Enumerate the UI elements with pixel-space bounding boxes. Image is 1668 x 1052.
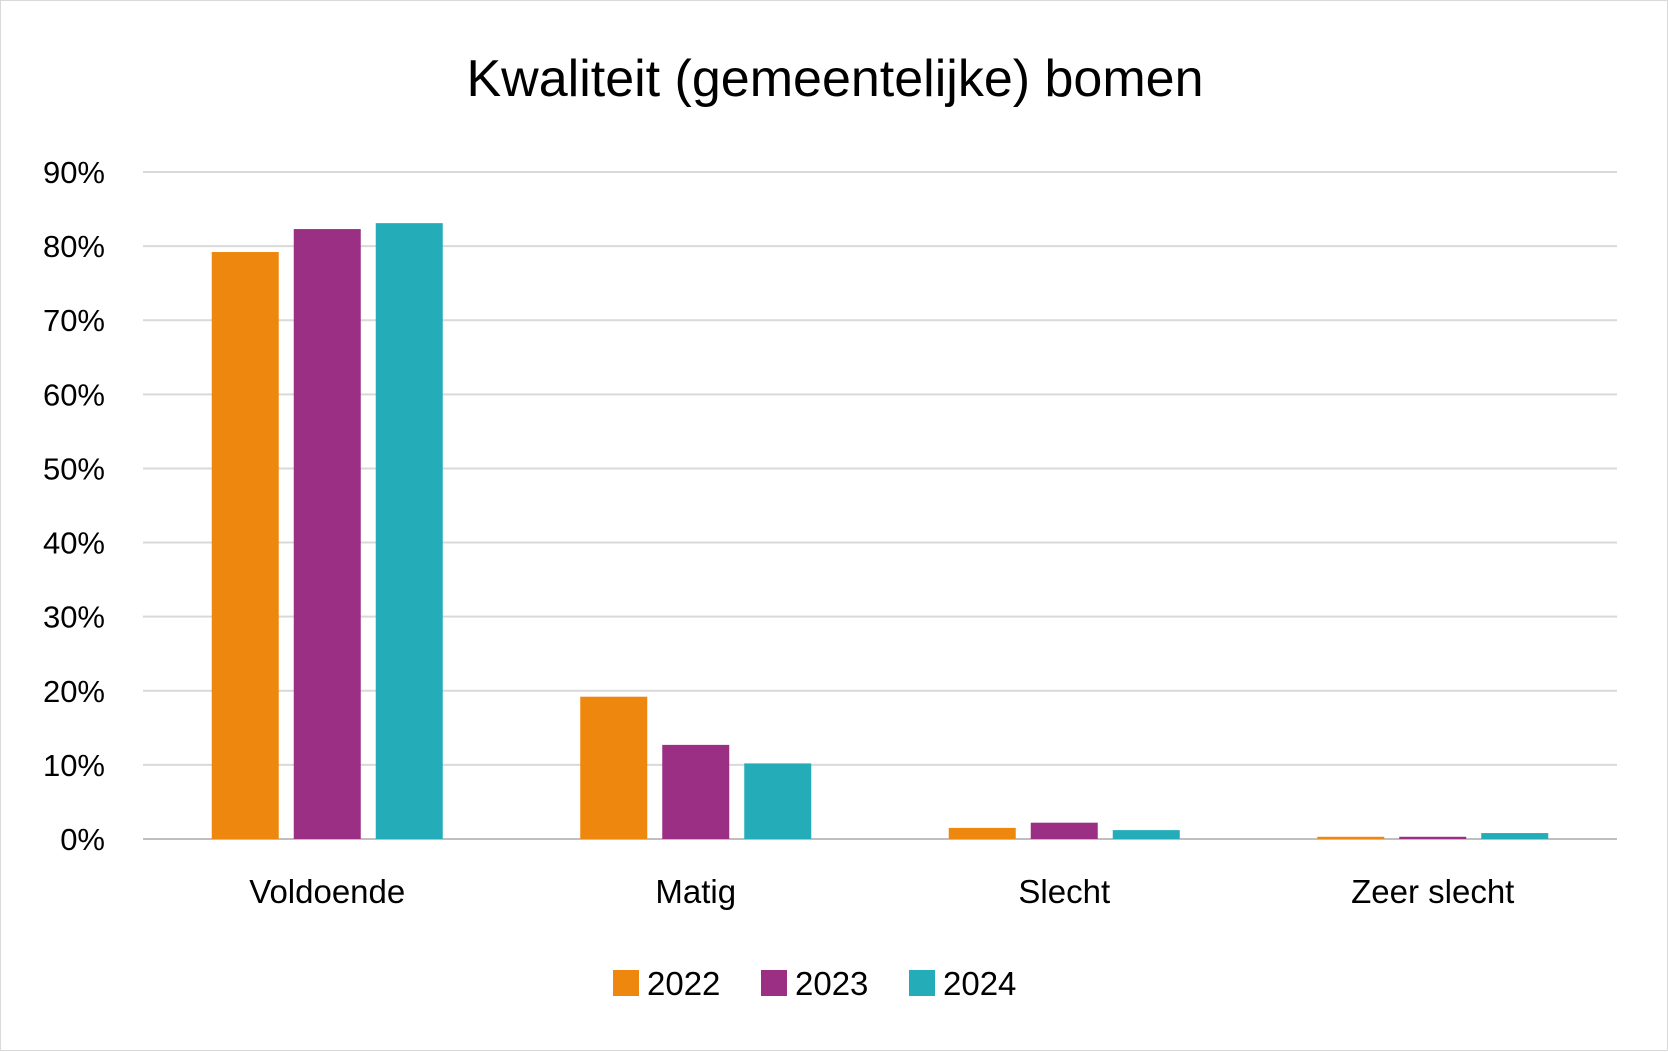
legend: 2022 2023 2024 bbox=[613, 965, 1016, 1002]
y-tick-label: 30% bbox=[43, 600, 105, 635]
legend-swatch-2023 bbox=[761, 970, 787, 996]
y-tick-label: 50% bbox=[43, 451, 105, 486]
category-label: Zeer slecht bbox=[1351, 873, 1514, 910]
y-tick-label: 0% bbox=[60, 822, 105, 857]
legend-label-2024: 2024 bbox=[943, 965, 1016, 1002]
bar-2024-1 bbox=[744, 763, 812, 839]
y-axis-ticks: 0% 10% 20% 30% 40% 50% 60% 70% 80% 90% bbox=[43, 155, 105, 857]
category-label: Slecht bbox=[1018, 873, 1110, 910]
bar-2024-2 bbox=[1112, 830, 1180, 839]
y-tick-label: 80% bbox=[43, 229, 105, 264]
chart-title: Kwaliteit (gemeentelijke) bomen bbox=[466, 50, 1203, 108]
bar-2022-0 bbox=[211, 252, 279, 840]
bar-2022-3 bbox=[1317, 836, 1385, 839]
gridlines bbox=[143, 171, 1617, 840]
y-tick-label: 60% bbox=[43, 377, 105, 412]
bar-2023-0 bbox=[293, 229, 361, 839]
bar-2023-1 bbox=[662, 744, 730, 839]
legend-label-2023: 2023 bbox=[795, 965, 868, 1002]
x-axis-categories: Voldoende Matig Slecht Zeer slecht bbox=[249, 873, 1514, 910]
y-tick-label: 10% bbox=[43, 748, 105, 783]
bar-2023-2 bbox=[1030, 822, 1098, 839]
legend-swatch-2024 bbox=[909, 970, 935, 996]
y-tick-label: 20% bbox=[43, 674, 105, 709]
category-label: Voldoende bbox=[249, 873, 405, 910]
bar-2023-3 bbox=[1399, 836, 1467, 839]
bar-2024-3 bbox=[1481, 833, 1549, 839]
y-tick-label: 70% bbox=[43, 303, 105, 338]
legend-swatch-2022 bbox=[613, 970, 639, 996]
bars bbox=[211, 223, 1549, 840]
bar-2024-0 bbox=[375, 223, 443, 840]
bar-2022-1 bbox=[580, 696, 648, 839]
y-tick-label: 90% bbox=[43, 155, 105, 190]
legend-label-2022: 2022 bbox=[647, 965, 720, 1002]
category-label: Matig bbox=[655, 873, 736, 910]
bar-2022-2 bbox=[948, 827, 1016, 839]
y-tick-label: 40% bbox=[43, 526, 105, 561]
